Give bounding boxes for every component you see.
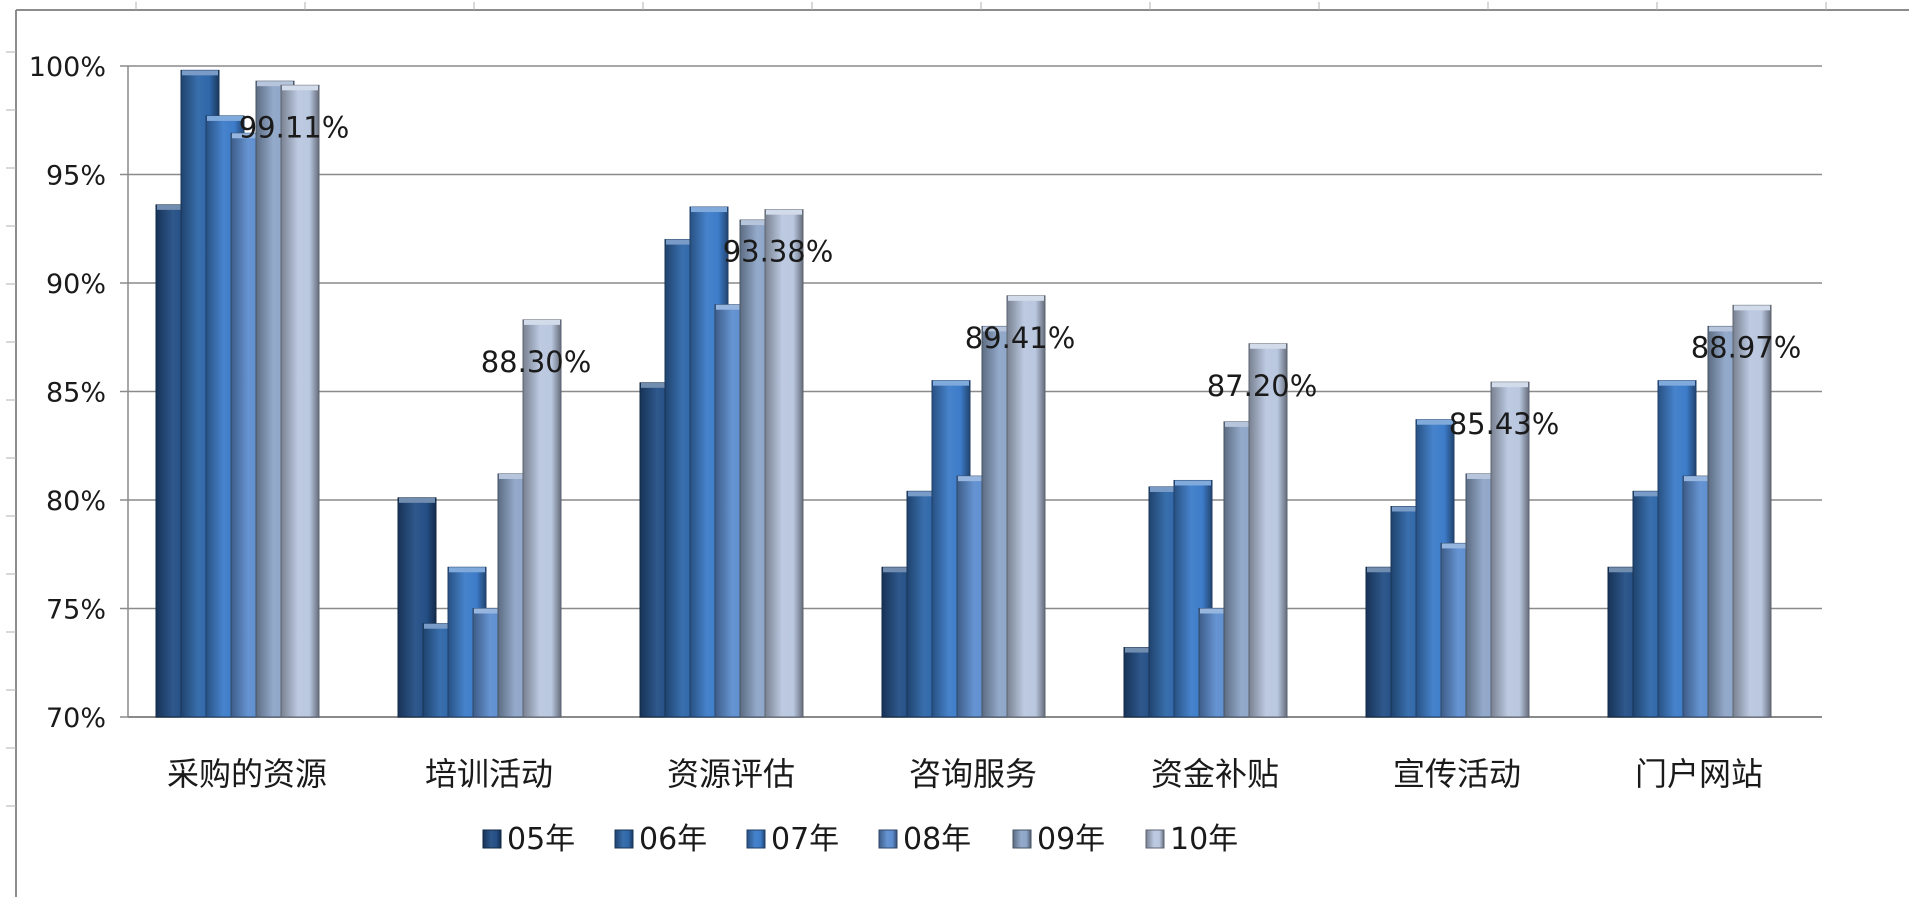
x-axis-categories: 采购的资源 培训活动 资源评估 咨询服务 资金补贴 宣传活动 门户网站	[167, 755, 1763, 793]
bar	[280, 84, 320, 718]
data-label: 88.97%	[1691, 330, 1802, 364]
legend-item: 07年	[746, 822, 839, 857]
bar	[764, 209, 804, 718]
legend-label: 08年	[903, 822, 971, 857]
data-label: 88.30%	[481, 345, 592, 379]
bar-top	[883, 567, 919, 573]
legend-item: 08年	[878, 822, 971, 857]
chart-frame	[6, 2, 1909, 897]
data-label: 93.38%	[723, 235, 834, 269]
data-label: 99.11%	[239, 110, 350, 144]
data-label: 87.20%	[1207, 369, 1318, 403]
y-tick-label: 90%	[46, 269, 106, 300]
bar-top	[1684, 476, 1720, 482]
bar-top	[1492, 382, 1528, 388]
x-category-label: 门户网站	[1635, 755, 1763, 793]
data-labels: 99.11% 88.30% 93.38% 89.41% 87.20% 85.43% 88.9…	[239, 110, 1802, 441]
legend: 05年 06年 07年 08年 09年 10年	[482, 822, 1238, 857]
bar	[522, 319, 562, 718]
bar-top	[741, 220, 777, 226]
y-tick-label: 100%	[29, 52, 106, 83]
bar-top	[257, 81, 293, 87]
bar-top	[1008, 295, 1044, 301]
legend-label: 07年	[771, 822, 839, 857]
bar-top	[232, 133, 268, 139]
bar-top	[1634, 491, 1670, 497]
bar-top	[1175, 480, 1211, 486]
legend-swatch	[878, 829, 898, 849]
bar-top	[282, 85, 318, 91]
legend-item: 06年	[614, 822, 707, 857]
bar-top	[1125, 647, 1161, 653]
x-category-label: 咨询服务	[909, 755, 1037, 793]
x-category-label: 宣传活动	[1393, 755, 1521, 793]
legend-label: 06年	[639, 822, 707, 857]
bar-top	[1609, 567, 1645, 573]
bar-top	[474, 608, 510, 614]
bar-top	[1200, 608, 1236, 614]
bar-top	[691, 207, 727, 213]
x-category-label: 培训活动	[425, 755, 553, 793]
bar-top	[908, 491, 944, 497]
bar-top	[1442, 543, 1478, 549]
bar-top	[983, 326, 1019, 332]
legend-swatch	[614, 829, 634, 849]
bar-top	[1392, 506, 1428, 512]
bar	[1732, 304, 1772, 718]
bar-top	[424, 623, 460, 629]
legend-swatch	[1145, 829, 1165, 849]
y-tick-label: 75%	[46, 595, 106, 626]
bar-top	[499, 473, 535, 479]
legend-label: 05年	[507, 822, 575, 857]
bar-top	[399, 497, 435, 503]
legend-swatch	[746, 829, 766, 849]
bar-top	[766, 209, 802, 215]
legend-label: 09年	[1037, 822, 1105, 857]
legend-item: 05年	[482, 822, 575, 857]
bar-top	[1250, 343, 1286, 349]
legend-swatch	[1012, 829, 1032, 849]
data-label: 89.41%	[965, 321, 1076, 355]
y-tick-label: 70%	[46, 703, 106, 734]
bar-top	[666, 239, 702, 245]
x-category-label: 资金补贴	[1151, 755, 1279, 793]
bar-top	[641, 382, 677, 388]
bar-top	[182, 70, 218, 76]
bar-top	[1367, 567, 1403, 573]
bars	[155, 69, 1772, 718]
y-tick-label: 85%	[46, 378, 106, 409]
bar-top	[1225, 421, 1261, 427]
bar	[1006, 295, 1046, 718]
x-category-label: 资源评估	[667, 755, 795, 793]
bar-top	[1709, 326, 1745, 332]
legend-item: 09年	[1012, 822, 1105, 857]
bar-top	[1150, 486, 1186, 492]
bar-top	[958, 476, 994, 482]
bar	[397, 497, 437, 718]
bar-top	[157, 204, 193, 210]
y-axis-ticks: 70% 75% 80% 85% 90% 95% 100%	[29, 52, 106, 734]
bar-top	[1417, 419, 1453, 425]
bar-top	[716, 304, 752, 310]
bar-top	[449, 567, 485, 573]
y-tick-label: 95%	[46, 161, 106, 192]
legend-item: 10年	[1145, 822, 1238, 857]
legend-swatch	[482, 829, 502, 849]
y-tick-label: 80%	[46, 486, 106, 517]
bar-top	[207, 115, 243, 121]
bar	[1248, 343, 1288, 718]
x-category-label: 采购的资源	[167, 755, 327, 793]
data-label: 85.43%	[1449, 407, 1560, 441]
legend-label: 10年	[1170, 822, 1238, 857]
bar-top	[1659, 380, 1695, 386]
bar-top	[1467, 473, 1503, 479]
bar-top	[1734, 305, 1770, 311]
bar-top	[933, 380, 969, 386]
bar-top	[524, 319, 560, 325]
